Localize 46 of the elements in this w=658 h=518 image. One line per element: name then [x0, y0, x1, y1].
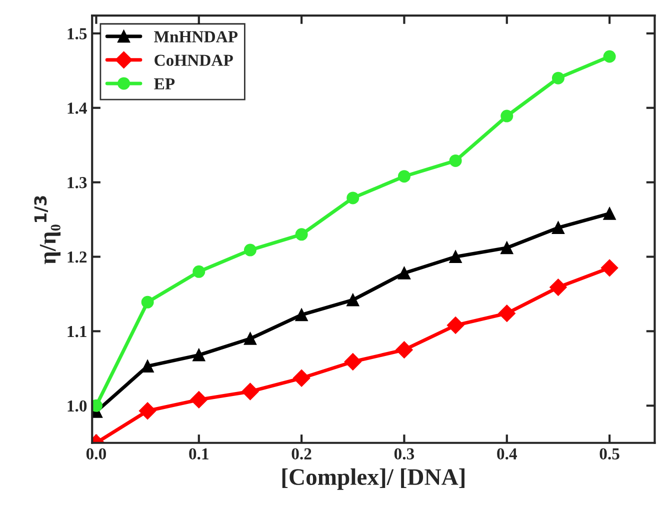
y-tick-label: 1.1	[68, 326, 86, 338]
point	[244, 244, 256, 256]
point	[449, 154, 462, 167]
point	[603, 50, 616, 63]
point	[139, 402, 156, 420]
x-tick-label: 0.5	[600, 448, 620, 460]
point	[552, 221, 564, 234]
point	[600, 259, 618, 276]
x-tick-label: 0.0	[86, 448, 106, 460]
point	[242, 382, 259, 400]
legend-label: MnHNDAP	[154, 31, 238, 42]
point	[449, 250, 462, 264]
y-tick-label: 1.5	[68, 28, 87, 40]
y-axis-title: η/η₀$^{1/3}$	[34, 196, 61, 264]
y-tick-label: 1.3	[68, 177, 87, 188]
x-tick-label: 0.4	[497, 448, 517, 460]
point	[244, 332, 256, 345]
point	[346, 294, 360, 306]
point	[293, 370, 310, 387]
x-tick-label: 0.1	[189, 448, 208, 460]
point	[603, 207, 616, 220]
point	[346, 192, 360, 204]
y-tick-label: 1.4	[68, 102, 87, 114]
point	[446, 316, 464, 334]
x-axis-title: [Complex]/ [DNA]	[282, 468, 464, 490]
point	[550, 278, 567, 296]
x-tick-label: 0.3	[394, 448, 414, 460]
point	[396, 341, 413, 358]
legend-label: CoHNDAP	[154, 54, 233, 66]
point	[344, 353, 362, 370]
point	[295, 308, 308, 322]
point	[141, 296, 154, 308]
point	[190, 391, 208, 408]
point	[500, 242, 514, 254]
point	[398, 170, 410, 183]
point	[498, 304, 516, 322]
y-tick-label: 1.0	[68, 400, 87, 412]
point	[552, 72, 564, 84]
point	[500, 110, 514, 122]
x-tick-label: 0.2	[292, 448, 312, 460]
y-tick-label: 1.2	[68, 252, 87, 263]
point	[192, 265, 206, 278]
legend-label: EP	[154, 78, 175, 90]
point	[398, 266, 410, 280]
point	[295, 228, 308, 241]
point	[192, 348, 206, 362]
